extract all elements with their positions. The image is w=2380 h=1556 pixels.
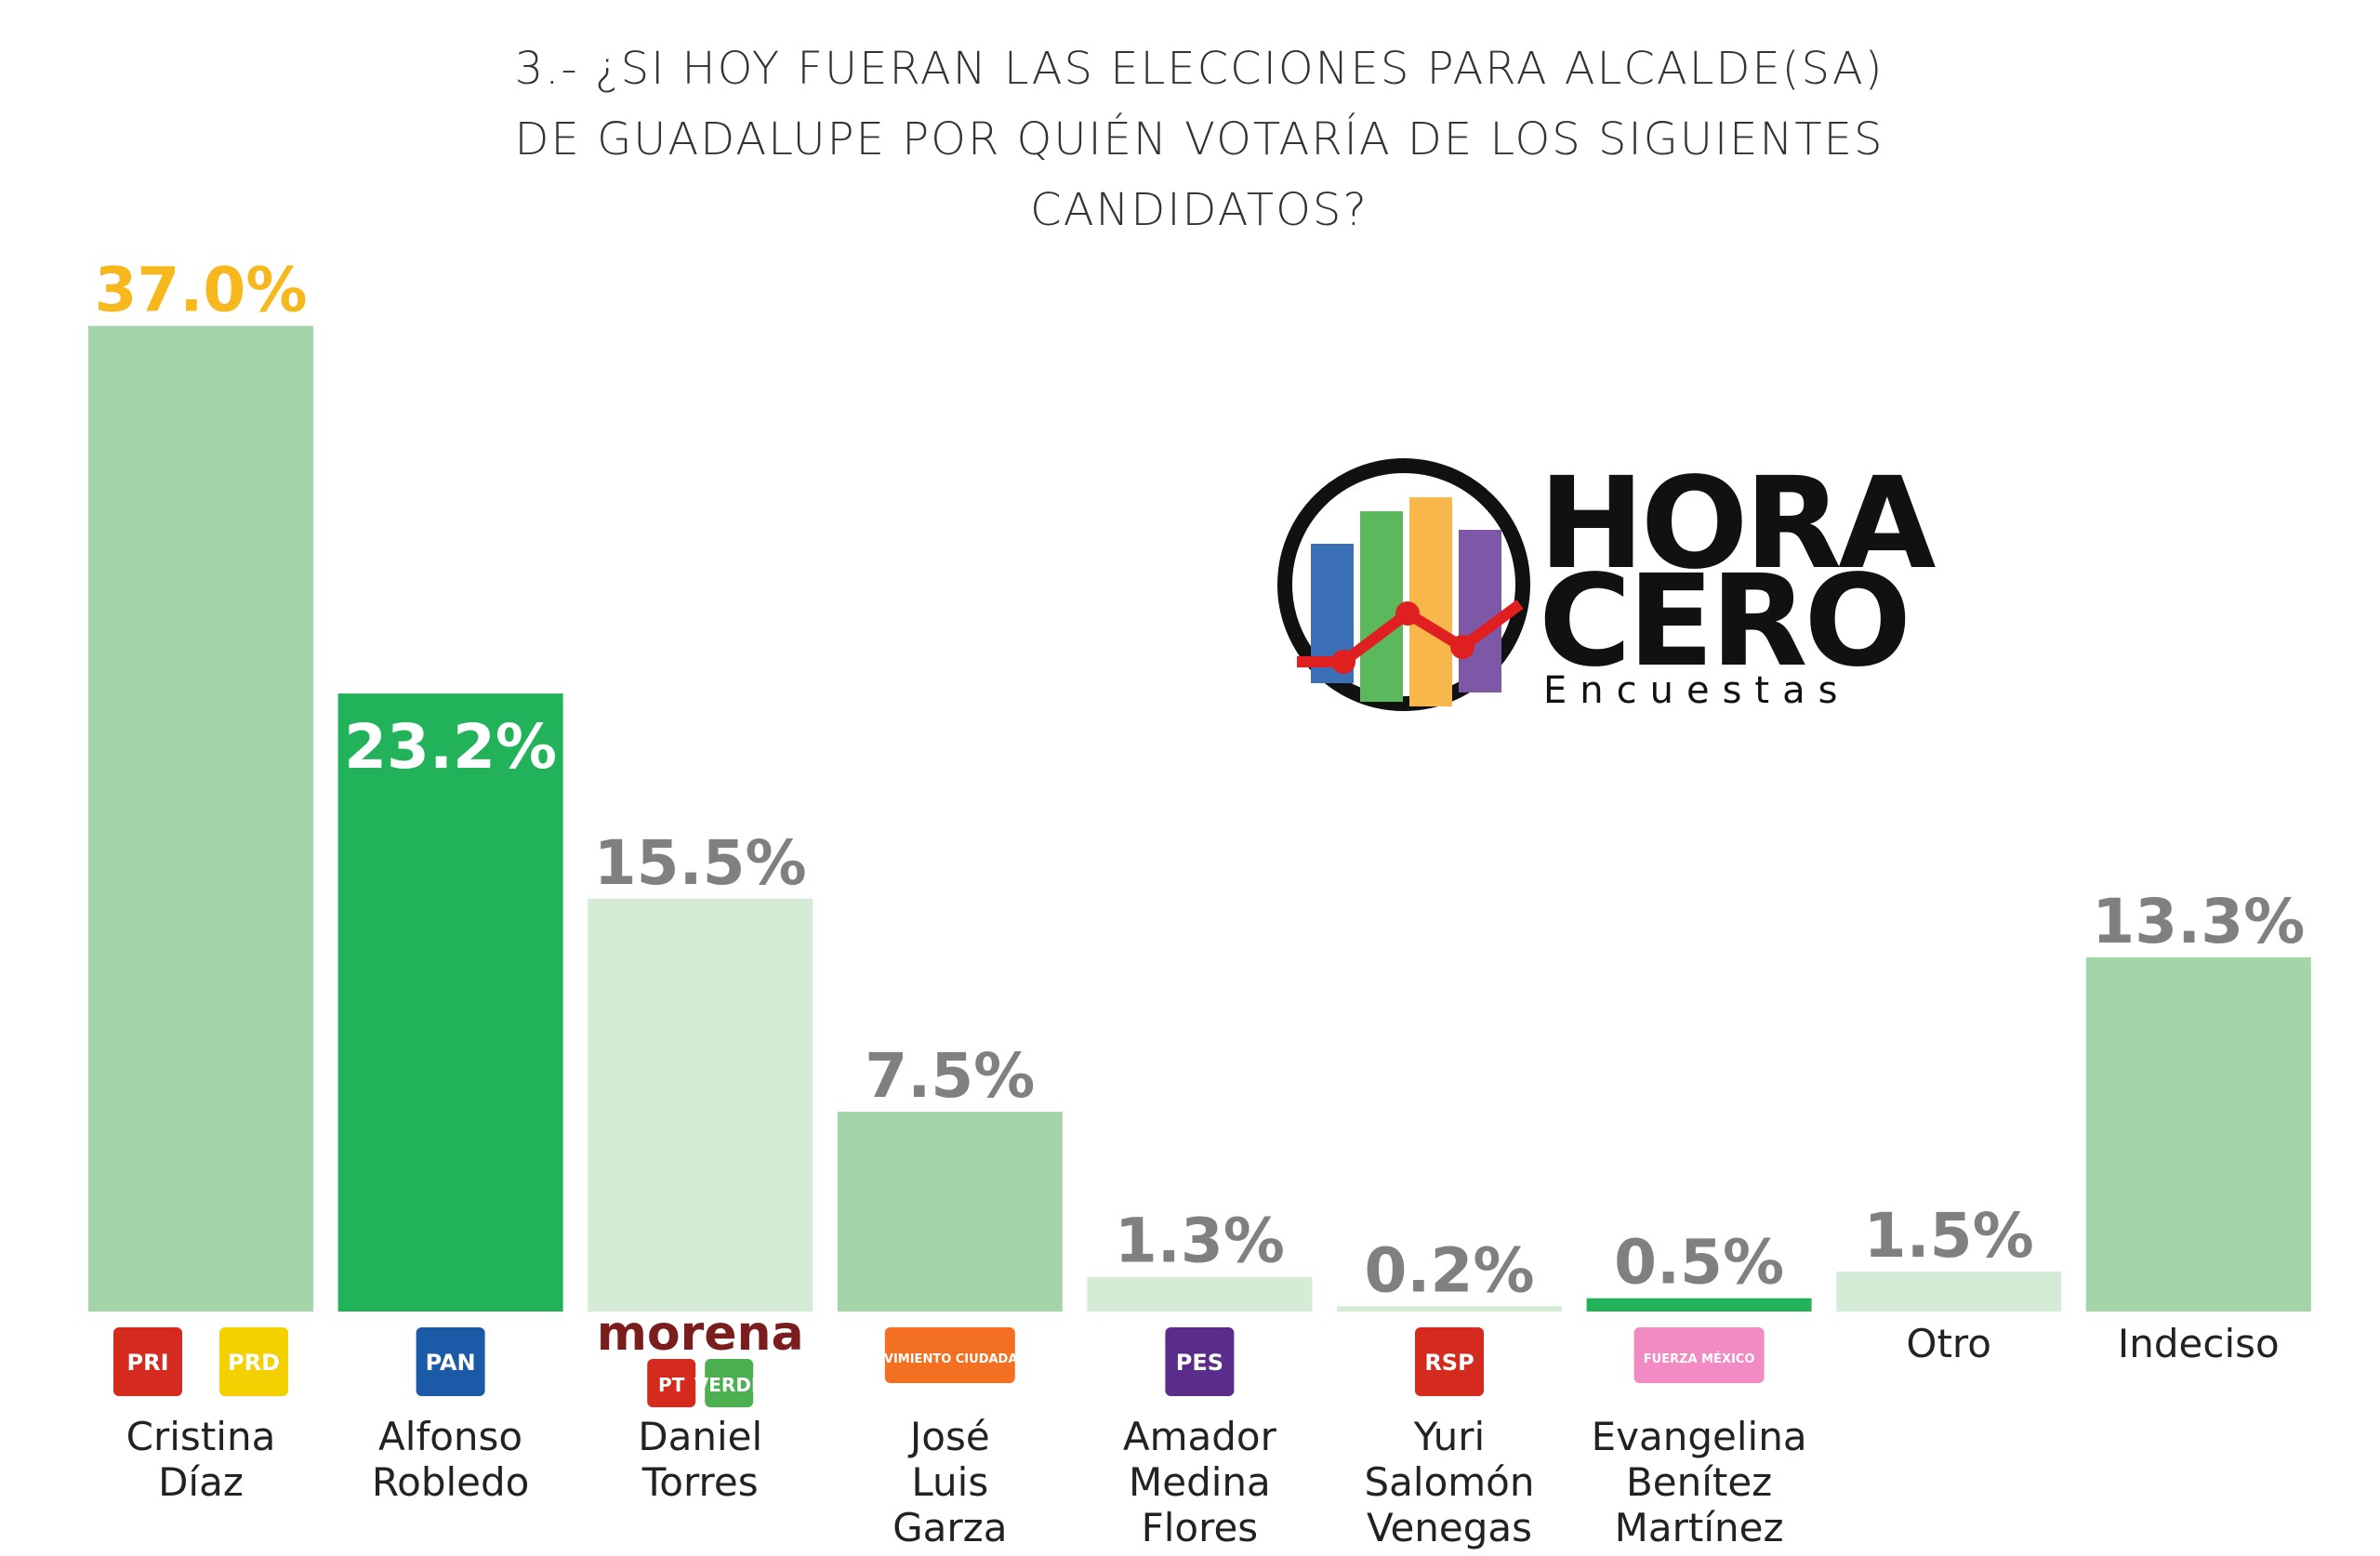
party-logo	[113, 1327, 182, 1396]
bar	[588, 898, 813, 1312]
party-logo	[416, 1327, 485, 1396]
bar	[1586, 1298, 1812, 1312]
party-logo-text: FUERZA MÉXICO	[1644, 1352, 1755, 1366]
party-logo-text: RSP	[1424, 1350, 1474, 1376]
bar	[88, 325, 313, 1312]
chart-title: DE GUADALUPE POR QUIÉN VOTARÍA DE LOS SI…	[515, 112, 1884, 165]
x-tick-label: Yuri	[1413, 1414, 1485, 1459]
value-label: 1.5%	[1864, 1200, 2034, 1272]
party-logo-text: PRD	[228, 1350, 280, 1376]
x-tick-label: Luis	[911, 1459, 988, 1505]
party-logo	[1633, 1327, 1765, 1383]
value-label: 1.3%	[1115, 1206, 1285, 1277]
value-label: 0.2%	[1364, 1234, 1534, 1306]
party-logo	[705, 1359, 754, 1407]
chart-title: 3.- ¿SI HOY FUERAN LAS ELECCIONES PARA A…	[515, 43, 1884, 95]
bar	[1836, 1272, 2062, 1312]
x-tick-label: Medina	[1129, 1459, 1271, 1505]
x-tick-label: Benítez	[1626, 1459, 1772, 1505]
x-tick-label: Amador	[1123, 1414, 1277, 1459]
logo-text: CERO	[1539, 548, 1908, 695]
value-label: 23.2%	[344, 711, 557, 783]
value-label: 13.3%	[2092, 886, 2305, 957]
logo-bar	[1409, 497, 1452, 706]
x-tick-label: José	[907, 1414, 990, 1459]
x-tick-label: Indeciso	[2118, 1321, 2280, 1366]
bar	[1087, 1276, 1313, 1312]
party-logo	[1415, 1327, 1484, 1396]
bar	[2085, 956, 2311, 1312]
bar	[337, 693, 563, 1312]
x-tick-label: Otro	[1906, 1321, 1991, 1366]
logo-bar	[1459, 530, 1501, 692]
x-tick-label: Alfonso	[378, 1414, 522, 1459]
party-logo	[219, 1327, 288, 1396]
x-tick-label: Díaz	[158, 1459, 244, 1505]
x-tick-label: Martínez	[1615, 1505, 1784, 1550]
x-tick-label: Evangelina	[1592, 1414, 1807, 1459]
party-logo-text: PRI	[127, 1350, 169, 1376]
brand-logo: HORA CERO Encuestas	[1277, 451, 1939, 712]
party-logo-text: PES	[1176, 1350, 1223, 1376]
party-logo	[647, 1359, 696, 1407]
x-tick-label: Venegas	[1367, 1505, 1532, 1550]
party-logo-text: VERDE	[694, 1374, 764, 1396]
chart-title: CANDIDATOS?	[1030, 184, 1368, 236]
value-label: 37.0%	[95, 255, 308, 326]
logo-subtext: Encuestas	[1543, 669, 1850, 712]
x-tick-label: Torres	[641, 1459, 759, 1505]
x-tick-label: Flores	[1142, 1505, 1259, 1550]
x-tick-label: Salomón	[1365, 1459, 1535, 1505]
x-tick-label: Garza	[892, 1505, 1007, 1550]
party-logo-text: PAN	[426, 1350, 476, 1376]
logo-text: HORA	[1539, 451, 1936, 598]
logo-bar	[1360, 511, 1403, 702]
party-logo-text: MOVIMIENTO CIUDADANO	[862, 1352, 1038, 1366]
bar	[837, 1112, 1063, 1312]
value-label: 0.5%	[1614, 1227, 1784, 1299]
party-logo-text: PT	[658, 1374, 685, 1396]
logo-dot	[1395, 601, 1420, 626]
logo-dot	[1450, 635, 1474, 659]
x-tick-label: Cristina	[126, 1414, 276, 1459]
logo-dot	[1331, 650, 1355, 674]
party-logo: morena	[597, 1306, 804, 1362]
party-logo	[1165, 1327, 1235, 1396]
bar	[1337, 1306, 1562, 1312]
x-tick-label: Daniel	[638, 1414, 762, 1459]
value-label: 7.5%	[865, 1040, 1035, 1112]
value-label: 15.5%	[594, 827, 807, 899]
x-tick-label: Robledo	[372, 1459, 530, 1505]
party-logo	[884, 1327, 1015, 1383]
